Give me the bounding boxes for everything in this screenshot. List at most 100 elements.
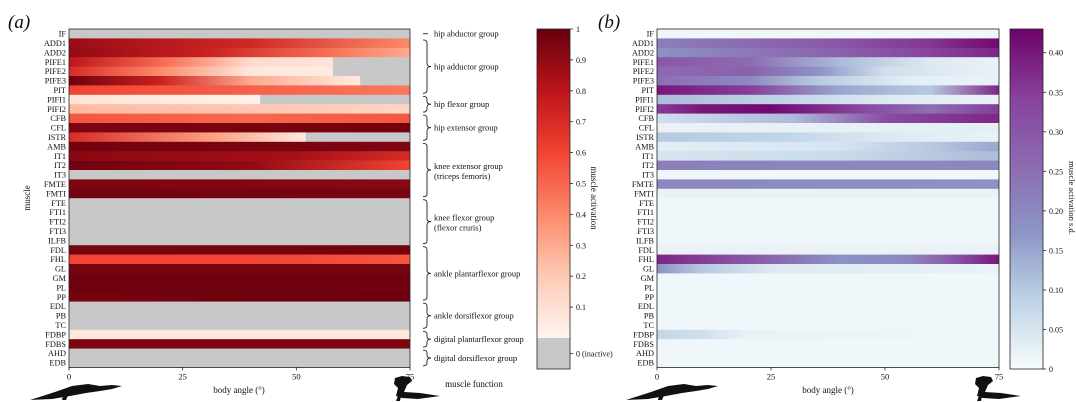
colorbar-tick-label: 0.35 xyxy=(1049,88,1063,97)
heatmap-row-ahd xyxy=(657,348,999,359)
row-label-fdbs: FDBS xyxy=(633,340,654,349)
row-label-pp: PP xyxy=(645,293,655,302)
x-tick-label-50: 50 xyxy=(292,371,301,381)
heatmap-row-if xyxy=(657,29,999,39)
group-label-6: ankle plantarflexor group xyxy=(434,268,520,278)
heatmap-row-cfl xyxy=(69,123,410,133)
row-label-pl: PL xyxy=(56,283,66,292)
row-label-pifi1: PIFI1 xyxy=(47,95,66,104)
panel-a-label: (a) xyxy=(8,12,30,33)
heatmap-frame xyxy=(656,28,1000,368)
groups-axis-label: muscle function xyxy=(445,379,503,389)
colorbar-tick-label: 0.05 xyxy=(1049,325,1063,334)
colorbar-tick-label: 0.10 xyxy=(1049,286,1063,295)
heatmap-row-pb xyxy=(69,311,410,321)
row-label-fmti: FMTI xyxy=(46,189,66,198)
heatmap-row-it1 xyxy=(657,151,999,161)
heatmap-row-ilfb xyxy=(69,235,410,246)
colorbar-frame xyxy=(536,28,571,370)
colorbar-tick-label: 0.30 xyxy=(1049,128,1063,137)
row-label-fhl: FHL xyxy=(50,255,66,264)
colorbar-a-label: muscle activation xyxy=(589,166,599,230)
heatmap-row-fhl xyxy=(69,254,410,265)
group-brace xyxy=(422,114,432,141)
heatmap-row-tc xyxy=(69,320,410,331)
heatmap-row-amb xyxy=(69,141,410,152)
heatmap-b xyxy=(656,28,1000,368)
colorbar-inactive-label: 0 (inactive) xyxy=(576,350,613,359)
dinosaur-silhouette-sprawled-a xyxy=(30,384,122,400)
group-brace xyxy=(422,302,432,329)
group-sublabel-5: (flexor cruris) xyxy=(434,223,482,233)
group-label-9: digital dorsiflexor group xyxy=(434,353,517,363)
heatmap-row-fdbp xyxy=(69,329,410,340)
x-axis-b: 0 25 50 75 xyxy=(655,367,1003,381)
heatmap-row-cfb xyxy=(657,113,999,124)
row-label-fte: FTE xyxy=(51,199,66,208)
x-tick-label-0: 0 xyxy=(655,371,659,381)
colorbar-gradient xyxy=(537,29,570,338)
row-label-fti1: FTI1 xyxy=(637,208,654,217)
row-label-fti3: FTI3 xyxy=(637,227,654,236)
heatmap-row-amb xyxy=(657,141,999,152)
heatmap-row-fdl xyxy=(69,245,410,255)
row-label-edl: EDL xyxy=(50,302,66,311)
dinosaur-silhouette-upright-a xyxy=(394,376,440,401)
heatmap-row-pl xyxy=(657,282,999,293)
row-label-add2: ADD2 xyxy=(44,48,66,57)
heatmap-row-fmti xyxy=(657,188,999,199)
row-label-add2: ADD2 xyxy=(632,48,654,57)
heatmap-row-pl xyxy=(69,282,410,293)
heatmap-row-pb xyxy=(657,311,999,321)
x-tick-label-75: 75 xyxy=(995,371,1004,381)
heatmap-row-fti2 xyxy=(69,217,410,227)
row-label-pife1: PIFE1 xyxy=(633,58,654,67)
group-label-0: hip abductor group xyxy=(434,29,499,39)
row-label-pife1: PIFE1 xyxy=(45,58,66,67)
row-label-ahd: AHD xyxy=(48,349,66,358)
colorbar-tick-label: 0.15 xyxy=(1049,246,1063,255)
colorbar-tick-label: 0.2 xyxy=(576,272,586,281)
heatmap-row-edl xyxy=(657,301,999,312)
row-label-istr: ISTR xyxy=(636,133,654,142)
row-label-pife2: PIFE2 xyxy=(45,67,66,76)
panel-b-label: (b) xyxy=(598,12,620,33)
row-label-fmti: FMTI xyxy=(634,189,654,198)
row-label-istr: ISTR xyxy=(48,133,66,142)
row-label-cfl: CFL xyxy=(639,124,654,133)
row-label-pl: PL xyxy=(644,283,654,292)
row-label-edl: EDL xyxy=(638,302,654,311)
x-tick-label-75: 75 xyxy=(406,371,415,381)
heatmap-row-fdbs xyxy=(657,339,999,349)
heatmap-row-pife3 xyxy=(657,76,999,86)
heatmap-row-gl xyxy=(69,264,410,274)
row-label-fdbp: FDBP xyxy=(633,330,654,339)
heatmap-row-fhl xyxy=(657,254,999,265)
group-brace xyxy=(422,95,432,113)
row-label-it3: IT3 xyxy=(54,171,66,180)
heatmap-row-cfl xyxy=(657,123,999,133)
row-label-ahd: AHD xyxy=(636,349,654,358)
heatmap-row-if xyxy=(69,29,410,39)
dinosaur-silhouette-sprawled-b xyxy=(626,384,718,400)
colorbar-tick-label: 0.3 xyxy=(576,241,586,250)
heatmap-row-fti2 xyxy=(657,217,999,227)
heatmap-row-edb xyxy=(69,358,410,368)
heatmap-row-it2 xyxy=(657,160,999,171)
row-label-cfb: CFB xyxy=(638,114,654,123)
heatmap-row-fti3 xyxy=(69,226,410,237)
row-label-pp: PP xyxy=(57,293,67,302)
row-label-gl: GL xyxy=(55,265,66,274)
heatmap-row-add2 xyxy=(657,47,999,58)
heatmap-row-it1 xyxy=(69,151,410,161)
heatmap-row-ahd xyxy=(69,348,410,359)
row-label-pifi2: PIFI2 xyxy=(635,105,654,114)
heatmap-row-fti3 xyxy=(657,226,999,237)
heatmap-row-pife3 xyxy=(69,76,410,86)
heatmap-row-add2 xyxy=(69,47,410,58)
row-label-fmte: FMTE xyxy=(44,180,66,189)
heatmap-a xyxy=(68,28,411,368)
colorbar-tick-label: 0.7 xyxy=(576,118,586,127)
group-label-2: hip flexor group xyxy=(434,99,489,109)
row-label-tc: TC xyxy=(643,321,654,330)
